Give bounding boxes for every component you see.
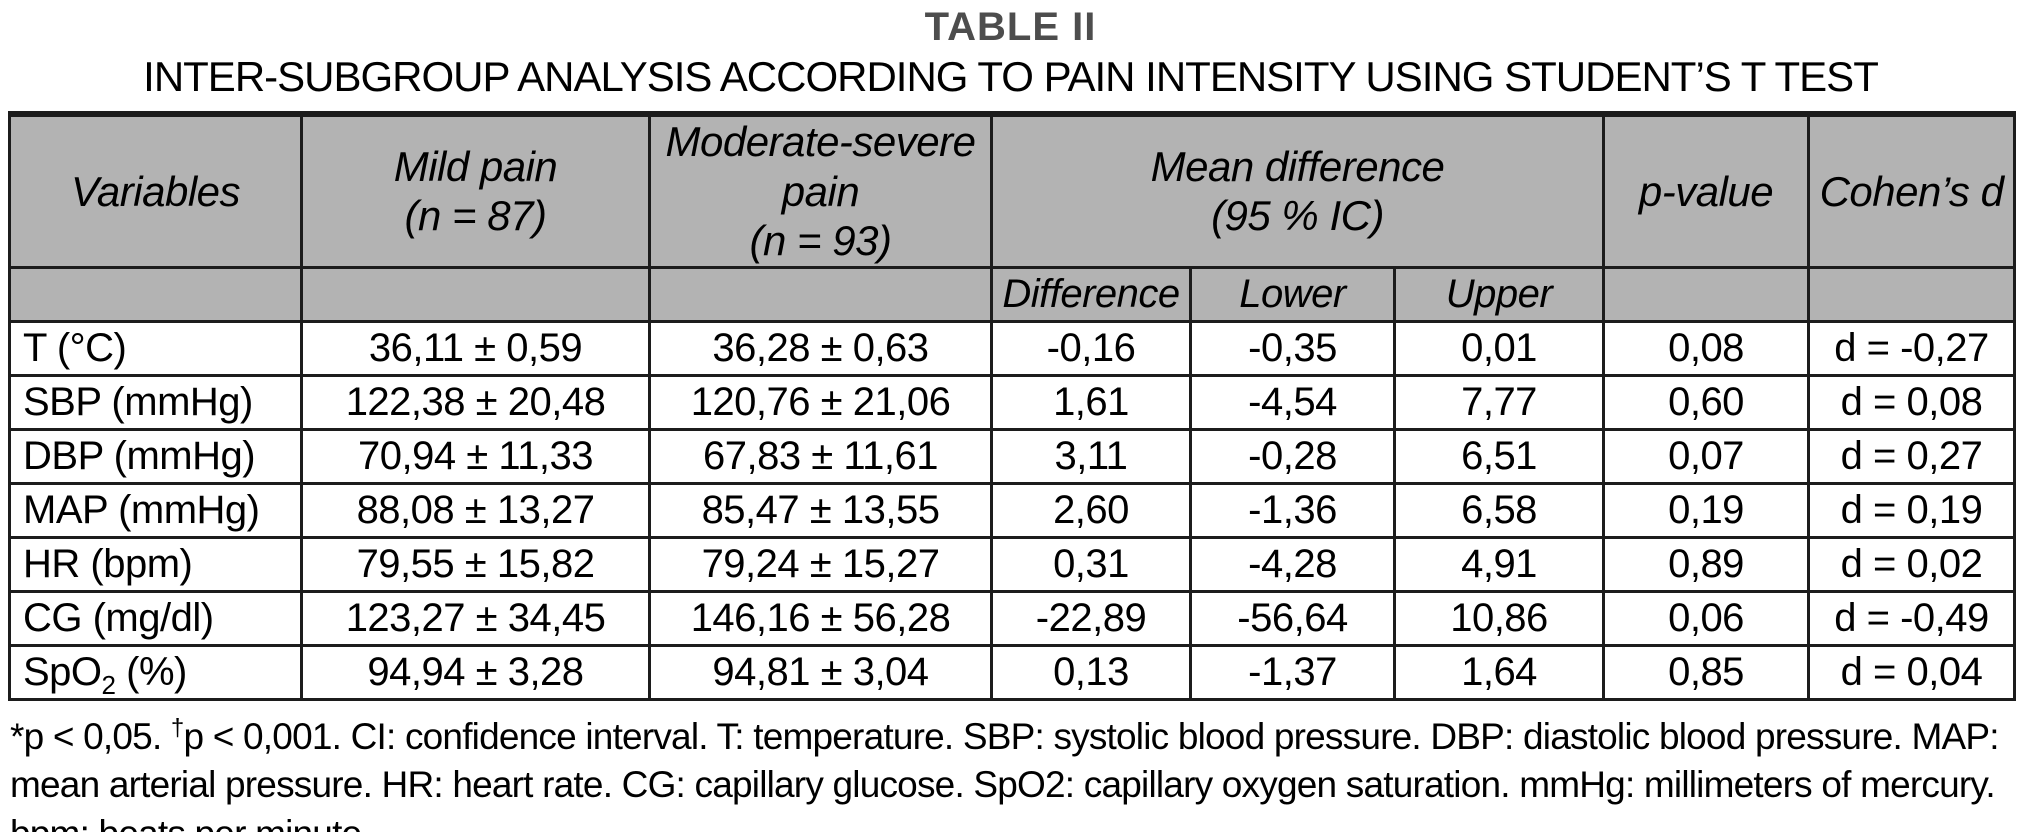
footnote-abbreviations: p < 0,001. CI: confidence interval. T: t… [10, 715, 2000, 832]
cell-p-value: 0,08 [1602, 319, 1811, 377]
subheader-empty-p-value [1602, 265, 1811, 323]
cell-upper: 6,58 [1392, 481, 1606, 539]
header-p-value: p-value [1602, 112, 1811, 269]
cell-upper: 6,51 [1392, 427, 1606, 485]
cell-mild: 122,38 ± 20,48 [300, 373, 651, 431]
spo2-unit: (%) [115, 649, 187, 694]
cell-mild: 88,08 ± 13,27 [300, 481, 651, 539]
subheader-row: Difference Lower Upper [8, 265, 2017, 323]
cell-moderate: 79,24 ± 15,27 [648, 535, 993, 593]
table-row-sbp: SBP (mmHg) 122,38 ± 20,48 120,76 ± 21,06… [8, 373, 2017, 431]
cell-lower: -1,37 [1189, 643, 1396, 701]
cell-difference: 0,13 [990, 643, 1192, 701]
cell-p-value: 0,60 [1602, 373, 1811, 431]
table-subtitle: INTER-SUBGROUP ANALYSIS ACCORDING TO PAI… [143, 53, 1879, 100]
cell-p-value: 0,85 [1602, 643, 1811, 701]
header-mild-pain-n: (n = 87) [404, 192, 547, 240]
cell-difference: 1,61 [990, 373, 1192, 431]
cell-lower: -56,64 [1189, 589, 1396, 647]
cell-difference: 2,60 [990, 481, 1192, 539]
footnote: *p < 0,05. †p < 0,001. CI: confidence in… [10, 713, 2013, 832]
cell-variable: MAP (mmHg) [8, 481, 303, 539]
cell-lower: -1,36 [1189, 481, 1396, 539]
table-row-cg: CG (mg/dl) 123,27 ± 34,45 146,16 ± 56,28… [8, 589, 2017, 647]
header-variables: Variables [8, 112, 303, 269]
cell-moderate: 67,83 ± 11,61 [648, 427, 993, 485]
cell-upper: 7,77 [1392, 373, 1606, 431]
cell-cohens-d: d = 0,08 [1807, 373, 2017, 431]
cell-upper: 1,64 [1392, 643, 1606, 701]
spo2-base: SpO [23, 649, 102, 694]
cell-cohens-d: d = -0,27 [1807, 319, 2017, 377]
table-row-temperature: T (°C) 36,11 ± 0,59 36,28 ± 0,63 -0,16 -… [8, 319, 2017, 377]
footnote-significance: *p < 0,05. [10, 715, 171, 757]
cell-mild: 79,55 ± 15,82 [300, 535, 651, 593]
cell-difference: -22,89 [990, 589, 1192, 647]
cell-mild: 70,94 ± 11,33 [300, 427, 651, 485]
spo2-subscript: 2 [101, 669, 116, 700]
header-row: Variables Mild pain (n = 87) Moderate-se… [8, 112, 2017, 269]
cell-mild: 36,11 ± 0,59 [300, 319, 651, 377]
cell-variable: DBP (mmHg) [8, 427, 303, 485]
header-mean-difference-ci: (95 % IC) [1211, 192, 1384, 240]
cell-variable: HR (bpm) [8, 535, 303, 593]
cell-lower: -0,35 [1189, 319, 1396, 377]
cell-cohens-d: d = 0,27 [1807, 427, 2017, 485]
cell-variable: CG (mg/dl) [8, 589, 303, 647]
cell-p-value: 0,07 [1602, 427, 1811, 485]
results-table: Variables Mild pain (n = 87) Moderate-se… [8, 111, 2017, 701]
table-number-title: TABLE II [924, 5, 1097, 49]
header-mild-pain: Mild pain (n = 87) [300, 112, 651, 269]
cell-variable: SpO2 (%) [8, 643, 303, 701]
dagger-symbol: † [170, 714, 184, 742]
cell-difference: 0,31 [990, 535, 1192, 593]
cell-moderate: 120,76 ± 21,06 [648, 373, 993, 431]
cell-difference: 3,11 [990, 427, 1192, 485]
subheader-difference: Difference [990, 265, 1192, 323]
cell-lower: -0,28 [1189, 427, 1396, 485]
cell-upper: 4,91 [1392, 535, 1606, 593]
cell-lower: -4,54 [1189, 373, 1396, 431]
cell-mild: 94,94 ± 3,28 [300, 643, 651, 701]
table-row-map: MAP (mmHg) 88,08 ± 13,27 85,47 ± 13,55 2… [8, 481, 2017, 539]
cell-variable: SBP (mmHg) [8, 373, 303, 431]
cell-moderate: 146,16 ± 56,28 [648, 589, 993, 647]
header-mild-pain-label: Mild pain [393, 142, 558, 190]
subheader-empty-cohens-d [1807, 265, 2017, 323]
cell-variable: T (°C) [8, 319, 303, 377]
cell-moderate: 85,47 ± 13,55 [648, 481, 993, 539]
cell-mild: 123,27 ± 34,45 [300, 589, 651, 647]
cell-lower: -4,28 [1189, 535, 1396, 593]
cell-upper: 10,86 [1392, 589, 1606, 647]
cell-cohens-d: d = -0,49 [1807, 589, 2017, 647]
header-moderate-severe-pain: Moderate-severe pain (n = 93) [648, 112, 993, 269]
subheader-empty-variables [8, 265, 303, 323]
subheader-lower: Lower [1189, 265, 1396, 323]
cell-cohens-d: d = 0,19 [1807, 481, 2017, 539]
subheader-upper: Upper [1392, 265, 1606, 323]
subheader-empty-mild [300, 265, 651, 323]
cell-p-value: 0,06 [1602, 589, 1811, 647]
cell-p-value: 0,89 [1602, 535, 1811, 593]
header-mean-difference-label: Mean difference [1150, 142, 1445, 190]
header-moderate-severe-pain-n: (n = 93) [749, 217, 892, 265]
header-mean-difference: Mean difference (95 % IC) [989, 112, 1606, 269]
cell-difference: -0,16 [990, 319, 1192, 377]
cell-moderate: 36,28 ± 0,63 [648, 319, 993, 377]
cell-upper: 0,01 [1392, 319, 1606, 377]
header-cohens-d: Cohen’s d [1807, 112, 2017, 269]
table-row-spo2: SpO2 (%) 94,94 ± 3,28 94,81 ± 3,04 0,13 … [8, 643, 2017, 701]
cell-p-value: 0,19 [1602, 481, 1811, 539]
cell-cohens-d: d = 0,02 [1807, 535, 2017, 593]
subheader-empty-moderate [648, 265, 993, 323]
table-row-dbp: DBP (mmHg) 70,94 ± 11,33 67,83 ± 11,61 3… [8, 427, 2017, 485]
cell-cohens-d: d = 0,04 [1807, 643, 2017, 701]
header-moderate-severe-pain-label: Moderate-severe pain [665, 118, 976, 215]
cell-moderate: 94,81 ± 3,04 [648, 643, 993, 701]
table-row-hr: HR (bpm) 79,55 ± 15,82 79,24 ± 15,27 0,3… [8, 535, 2017, 593]
